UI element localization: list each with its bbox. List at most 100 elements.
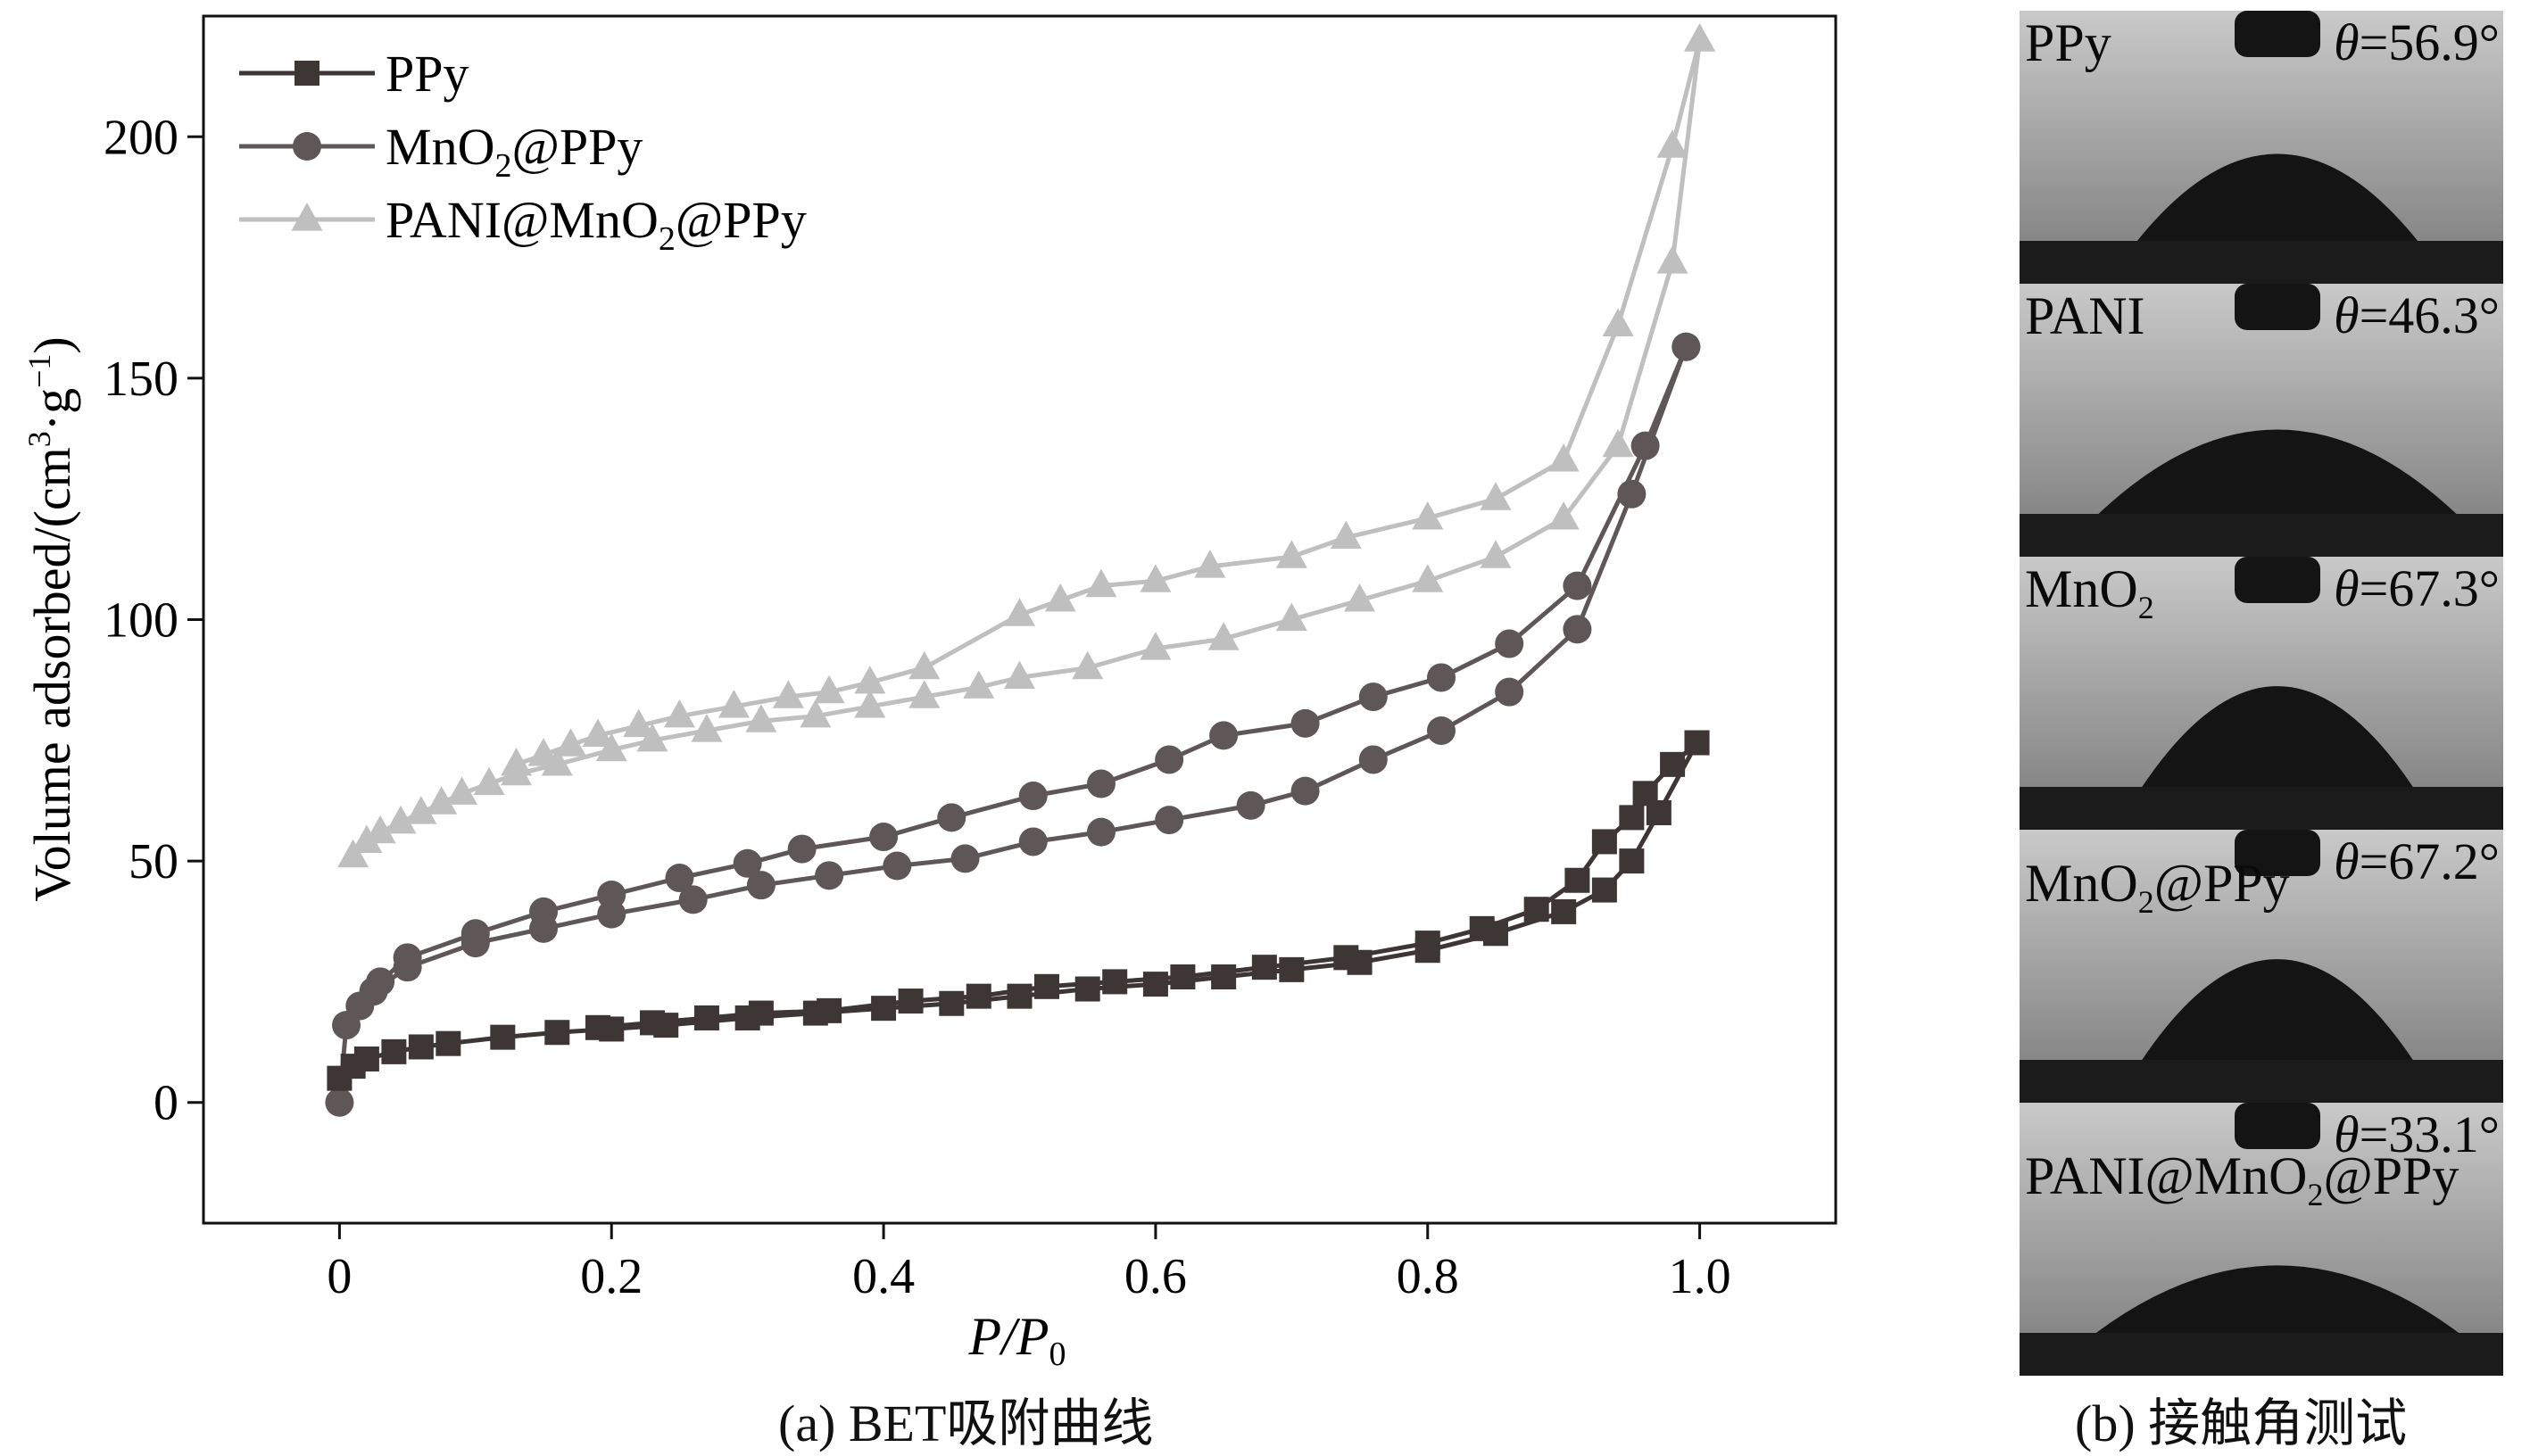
data-point (939, 990, 965, 1016)
data-point (1414, 931, 1440, 956)
data-point (1279, 956, 1305, 982)
data-point (815, 861, 844, 890)
contact-angle-value: θ=67.3° (2334, 559, 2500, 617)
legend-marker (294, 61, 319, 86)
series-line-desorption (378, 345, 1688, 984)
photo-graphic (2020, 557, 2503, 830)
data-point (1209, 721, 1239, 750)
data-point (898, 989, 924, 1014)
data-point (351, 824, 383, 854)
data-point (1207, 622, 1240, 650)
y-axis-label: Volume adsorbed/(cm3·g−1) (21, 336, 81, 902)
data-point (908, 650, 941, 680)
data-point (813, 674, 845, 704)
x-tick-label: 0.4 (852, 1249, 915, 1304)
data-point (745, 704, 777, 732)
legend-marker (293, 132, 321, 161)
legend-entry: PANI@MnO2@PPy (386, 191, 807, 258)
data-point (1426, 663, 1456, 692)
photo-label: MnO2 (2025, 559, 2154, 625)
data-point (1480, 482, 1512, 510)
data-point (1563, 615, 1592, 644)
data-point (1358, 682, 1388, 712)
data-point (1236, 790, 1265, 820)
data-point (1630, 431, 1660, 460)
contact-angle-value: θ=56.9° (2334, 13, 2500, 71)
bet-isotherm-chart: 0 0.2 0.4 0.6 0.8 1.0 0 50 100 150 200 PPy MnO2@PPy… (21, 14, 1837, 1373)
data-point (1547, 500, 1580, 530)
data-point (366, 967, 395, 997)
legend-entry: PPy (386, 45, 469, 103)
data-point (1660, 751, 1686, 777)
data-point (665, 864, 694, 893)
data-point (1018, 827, 1048, 856)
data-point (529, 897, 559, 926)
data-point (1044, 583, 1076, 612)
data-point (1018, 782, 1048, 811)
data-point (405, 796, 437, 824)
data-point (1523, 897, 1549, 922)
contact-angle-photo: PPy θ=56.9° (2020, 11, 2503, 284)
data-point (1194, 550, 1226, 578)
data-point (1033, 973, 1059, 999)
data-point (1330, 520, 1362, 550)
contact-angle-value: θ=67.2° (2334, 832, 2500, 890)
data-point (1412, 564, 1444, 592)
data-point (1426, 716, 1456, 745)
data-point (541, 747, 573, 776)
series-1 (325, 332, 1701, 1117)
needle (2235, 1103, 2320, 1149)
data-point (800, 699, 832, 728)
data-point (527, 738, 560, 766)
data-point (1684, 730, 1710, 756)
photo-label: PANI (2025, 286, 2145, 345)
data-point (473, 766, 505, 796)
data-point (1602, 308, 1634, 336)
needle (2235, 557, 2320, 603)
data-point (693, 1005, 719, 1030)
needle (2235, 830, 2320, 876)
x-tick-label: 0.8 (1397, 1249, 1459, 1304)
data-point (1358, 745, 1388, 774)
data-point (1656, 129, 1688, 158)
y-tick-label: 150 (104, 352, 178, 407)
data-point (1495, 677, 1524, 707)
substrate (2020, 787, 2503, 830)
data-point (1632, 781, 1658, 807)
data-point (663, 699, 695, 728)
contact-angle-value: θ=46.3° (2334, 286, 2500, 344)
data-point (597, 880, 626, 909)
data-point (748, 1000, 774, 1026)
substrate (2020, 1060, 2503, 1103)
needle (2235, 11, 2320, 57)
axis-ticks: 0 0.2 0.4 0.6 0.8 1.0 0 50 100 150 200 (104, 110, 1731, 1304)
data-point (1684, 23, 1716, 52)
data-point (582, 718, 614, 747)
caption-b: (b) 接触角测试 (2075, 1394, 2408, 1452)
data-point (772, 680, 804, 708)
photo-label: MnO2@PPy (2025, 854, 2290, 920)
data-point (1155, 806, 1184, 835)
data-point (426, 786, 458, 815)
data-point (1551, 898, 1577, 924)
data-point (1085, 568, 1117, 598)
droplet (2098, 429, 2457, 514)
series-layer (325, 23, 1716, 1117)
data-point (1102, 969, 1128, 995)
x-tick-label: 0.6 (1124, 1249, 1187, 1304)
legend-entry: MnO2@PPy (386, 118, 643, 185)
x-axis-label: P/P0 (968, 1307, 1066, 1373)
data-point (639, 1010, 665, 1036)
data-point (337, 839, 369, 868)
series-0 (327, 730, 1710, 1091)
photo-label: PANI@MnO2@PPy (2025, 1146, 2459, 1212)
data-point (1480, 540, 1512, 568)
droplet (2142, 959, 2413, 1060)
caption-a: (a) BET吸附曲线 (778, 1394, 1154, 1452)
substrate (2020, 241, 2503, 284)
data-point (1333, 945, 1359, 971)
data-point (1563, 571, 1592, 600)
data-point (1290, 776, 1320, 806)
x-tick-label: 0 (327, 1249, 352, 1304)
data-point (1275, 540, 1307, 568)
